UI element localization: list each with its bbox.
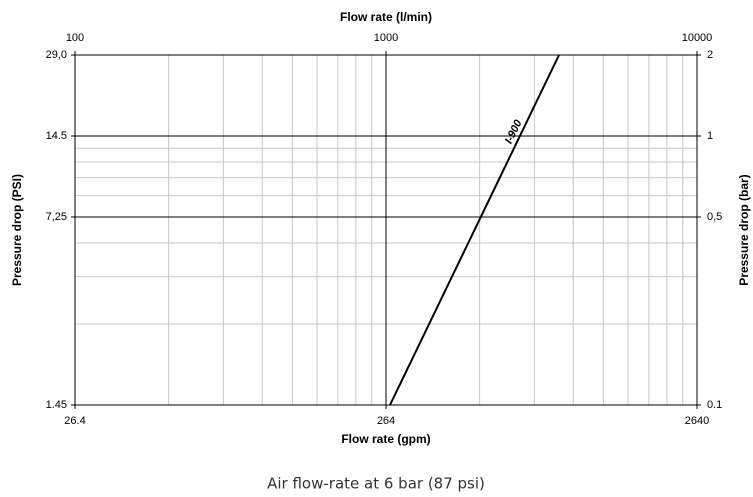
series-line [389,54,560,406]
x-axis-label: Flow rate (l/min) [340,10,432,24]
x2-axis-label: Flow rate (gpm) [341,432,430,446]
x2-tick-label: 264 [377,415,395,427]
y2-axis-label: Pressure drop (bar) [737,174,751,285]
x2-tick-label: 2640 [685,415,709,427]
y-axis-label: Pressure drop (PSI) [10,174,24,286]
x-tick-label: 1000 [374,32,398,44]
y-tick-label: 1.45 [46,399,67,411]
y2-tick-label: 2 [707,49,713,61]
y2-tick-label: 1 [707,130,713,142]
x2-tick-label: 26.4 [64,415,85,427]
x-tick-label: 100 [66,32,84,44]
plot-frame [74,54,698,406]
y-tick-label: 7,25 [46,211,67,223]
y-tick-label: 29,0 [46,49,67,61]
caption: Air flow-rate at 6 bar (87 psi) [267,475,485,493]
y2-tick-label: 0.1 [707,399,722,411]
y-tick-label: 14.5 [46,130,67,142]
x-tick-label: 10000 [682,32,713,44]
y2-tick-label: 0,5 [707,211,722,223]
